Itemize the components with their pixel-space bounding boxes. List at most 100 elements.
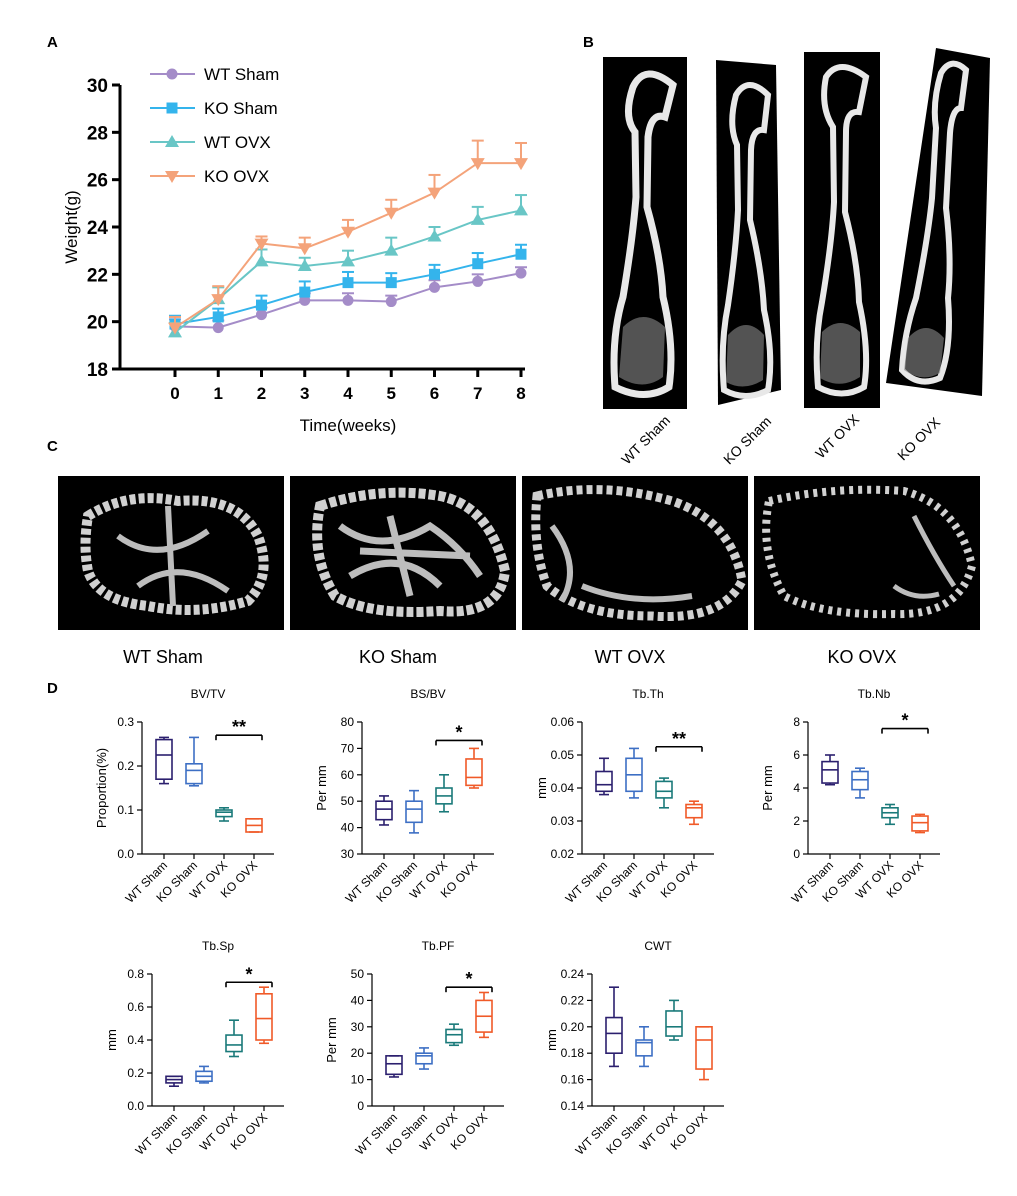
y-tick-label: 0 — [357, 1099, 364, 1113]
y-tick-label: 4 — [793, 781, 800, 795]
y-tick-label: 0.6 — [127, 1000, 144, 1014]
y-tick-label: 0.05 — [551, 748, 575, 762]
y-tick-label: 40 — [351, 993, 365, 1007]
y-tick-label: 0.0 — [117, 847, 134, 861]
panel-b-label-ko-ovx: KO OVX — [894, 414, 944, 464]
y-tick-label: 8 — [793, 715, 800, 729]
y-tick-label: 0.20 — [561, 1020, 585, 1034]
y-axis-label: Proportion(%) — [94, 748, 109, 828]
box — [405, 800, 423, 824]
x-tick-label: 5 — [387, 384, 396, 403]
y-tick-label: 10 — [351, 1073, 365, 1087]
data-point — [341, 226, 355, 239]
panel-c-label-ko-ovx: KO OVX — [827, 647, 897, 667]
data-point — [342, 277, 354, 289]
box — [225, 1034, 243, 1053]
box — [665, 1010, 683, 1037]
data-point — [256, 309, 267, 321]
y-axis-label: mm — [534, 777, 549, 799]
box — [595, 770, 613, 793]
panel-b-label-ko-sham: KO Sham — [720, 413, 775, 468]
box — [695, 1026, 713, 1070]
data-point — [168, 322, 182, 335]
y-tick-label: 0.16 — [561, 1073, 585, 1087]
box — [375, 800, 393, 821]
data-point — [515, 248, 527, 260]
significance-label: ** — [232, 717, 246, 737]
data-point — [385, 277, 397, 289]
y-axis-label: Per mm — [314, 765, 329, 811]
panel-c-label-wt-sham: WT Sham — [123, 647, 203, 667]
data-point — [472, 258, 484, 270]
chart-title: Tb.Sp — [202, 939, 234, 953]
panel-b-label-wt-ovx: WT OVX — [812, 411, 863, 462]
box — [415, 1052, 433, 1065]
box — [155, 738, 173, 780]
y-tick-label: 20 — [351, 1046, 365, 1060]
y-tick-label: 50 — [341, 794, 355, 808]
data-point — [342, 294, 354, 306]
panel-c-letter: C — [47, 438, 58, 455]
y-tick-label: 0.04 — [551, 781, 575, 795]
y-tick-label: 18 — [87, 360, 108, 381]
x-axis-label: Time(weeks) — [300, 416, 397, 435]
legend-marker — [166, 68, 178, 80]
x-tick-label: 2 — [257, 384, 266, 403]
y-tick-label: 40 — [341, 821, 355, 835]
box — [635, 1039, 653, 1057]
panel-b-letter: B — [583, 34, 594, 51]
y-tick-label: 6 — [793, 748, 800, 762]
significance-label: ** — [672, 729, 686, 749]
panel-c-label-ko-sham: KO Sham — [358, 647, 438, 667]
x-tick-label: 8 — [516, 384, 525, 403]
y-tick-label: 0.1 — [117, 803, 134, 817]
y-tick-label: 0.0 — [127, 1099, 144, 1113]
data-point — [470, 158, 485, 171]
data-point — [429, 268, 440, 280]
y-tick-label: 24 — [87, 218, 109, 239]
x-tick-label: 1 — [214, 384, 223, 403]
data-point — [256, 299, 267, 311]
legend-label: WT OVX — [204, 133, 271, 152]
y-tick-label: 0.02 — [551, 847, 575, 861]
x-tick-label: 0 — [170, 384, 179, 403]
trabecular-image-wt-ovx — [522, 476, 748, 630]
x-tick-label: 3 — [300, 384, 309, 403]
chart-title: Tb.PF — [422, 939, 455, 953]
box — [685, 803, 703, 819]
data-point — [212, 322, 224, 334]
legend-marker — [165, 171, 179, 183]
y-tick-label: 22 — [87, 265, 108, 286]
data-point — [472, 275, 484, 287]
y-tick-label: 0.2 — [117, 759, 134, 773]
x-tick-label: 7 — [473, 384, 482, 403]
legend-label: WT Sham — [204, 65, 279, 84]
data-point — [297, 259, 312, 272]
data-point — [211, 294, 226, 307]
box — [851, 770, 869, 791]
legend-marker — [166, 102, 178, 114]
data-point — [515, 267, 527, 279]
panel-c-label-wt-ovx: WT OVX — [594, 647, 666, 667]
significance-label: * — [245, 964, 252, 984]
box — [255, 992, 273, 1041]
y-tick-label: 0.03 — [551, 814, 575, 828]
y-tick-label: 0.8 — [127, 967, 144, 981]
box — [185, 763, 203, 785]
y-tick-label: 26 — [87, 171, 108, 192]
panel-d-letter: D — [47, 680, 58, 697]
legend-marker — [165, 135, 179, 147]
chart-title: Tb.Th — [632, 687, 663, 701]
trabecular-image-ko-sham — [290, 476, 516, 630]
significance-label: * — [455, 722, 462, 742]
chart-title: CWT — [644, 939, 672, 953]
panel-b-label-wt-sham: WT Sham — [618, 412, 674, 468]
y-axis-label: mm — [544, 1029, 559, 1051]
chart-title: Tb.Nb — [858, 687, 891, 701]
box — [215, 809, 233, 818]
